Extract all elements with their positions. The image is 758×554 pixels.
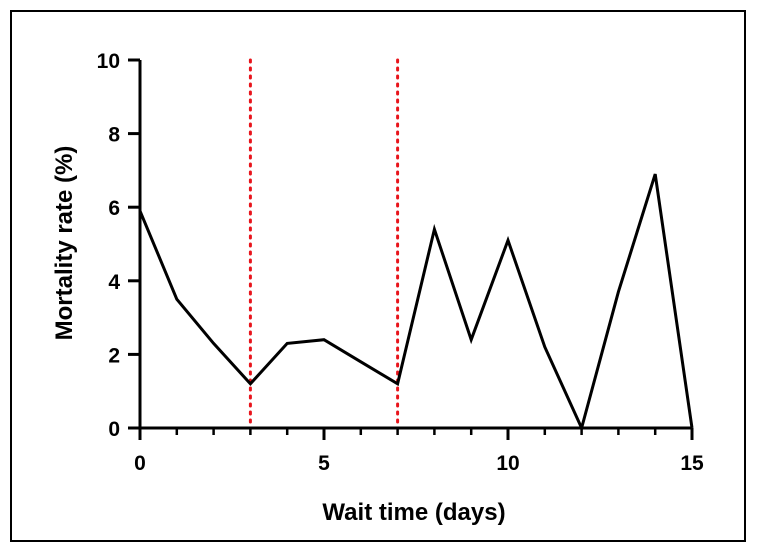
y-tick-label-2: 2 (108, 344, 120, 367)
y-tick-label-6: 6 (108, 197, 120, 220)
y-tick-label-0: 0 (108, 418, 120, 441)
x-axis-title: Wait time (days) (322, 499, 505, 526)
x-tick-label-10: 10 (496, 452, 519, 475)
series-line-0 (138, 173, 694, 433)
x-tick-label-5: 5 (318, 452, 330, 475)
y-tick-label-4: 4 (108, 271, 120, 294)
y-axis-title: Mortality rate (%) (51, 146, 78, 341)
y-tick-label-8: 8 (108, 124, 120, 147)
y-tick-label-10: 10 (97, 50, 120, 73)
x-tick-label-15: 15 (680, 452, 704, 475)
x-tick-label-0: 0 (134, 452, 146, 475)
